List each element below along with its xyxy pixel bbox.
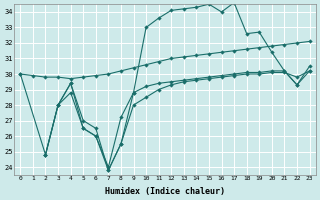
- X-axis label: Humidex (Indice chaleur): Humidex (Indice chaleur): [105, 187, 225, 196]
